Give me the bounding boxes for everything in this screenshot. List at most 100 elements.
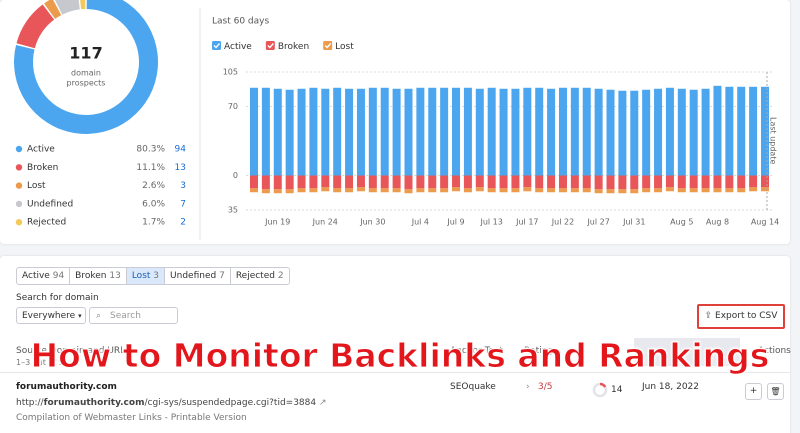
x-tick-label: Jun 19 bbox=[264, 218, 290, 227]
bar-segment bbox=[630, 175, 639, 190]
overview-charts: Active 80.3% 94 Broken 11.1% 13 Lost 2.6% 3 Undef… bbox=[14, 0, 779, 240]
x-tick-label: Aug 14 bbox=[751, 218, 779, 227]
bar-segment bbox=[250, 188, 258, 193]
legend-name: Rejected bbox=[27, 218, 66, 228]
bar-segment bbox=[654, 175, 663, 189]
tab-count: 2 bbox=[277, 271, 284, 281]
bar-segment bbox=[618, 175, 627, 190]
bar-segment bbox=[713, 85, 722, 176]
legend-count: 3 bbox=[180, 181, 186, 191]
bar-segment bbox=[416, 87, 425, 176]
bar-segment bbox=[404, 88, 413, 176]
bar-segment bbox=[701, 188, 710, 193]
bar-segment bbox=[523, 187, 532, 192]
header-rating: Rating bbox=[524, 346, 554, 356]
bar-segment bbox=[416, 188, 425, 193]
bar-segment bbox=[440, 175, 449, 189]
bar-segment bbox=[582, 188, 591, 193]
row-domain[interactable]: forumauthority.com bbox=[16, 382, 117, 392]
bar-segment bbox=[392, 175, 401, 189]
bar-segment bbox=[440, 87, 449, 176]
bar-segment bbox=[713, 175, 722, 189]
bar-segment bbox=[582, 87, 591, 176]
status-tab[interactable]: Undefined 7 bbox=[165, 268, 231, 284]
bar-segment bbox=[273, 189, 282, 194]
score-ring bbox=[592, 382, 608, 398]
legend-percent: 80.3% bbox=[136, 145, 165, 155]
legend-name: Active bbox=[27, 145, 55, 155]
status-tab[interactable]: Rejected 2 bbox=[231, 268, 289, 284]
x-tick-label: Jul 9 bbox=[446, 218, 464, 227]
header-actions: Actions bbox=[758, 346, 791, 356]
search-icon: ⌕ bbox=[96, 311, 102, 321]
bar-segment bbox=[416, 175, 425, 189]
bar-segment bbox=[582, 175, 591, 189]
bar-segment bbox=[333, 87, 342, 176]
status-tab[interactable]: Broken 13 bbox=[70, 268, 127, 284]
bar-segment bbox=[570, 188, 579, 193]
row-date: Jun 18, 2022 bbox=[642, 382, 700, 392]
bar-segment bbox=[499, 188, 508, 193]
bar-segment bbox=[463, 188, 472, 193]
bar-segment bbox=[452, 175, 461, 188]
legend-dot bbox=[15, 182, 23, 189]
bar-segment bbox=[725, 188, 734, 193]
bar-segment bbox=[558, 175, 567, 189]
tab-count: 94 bbox=[52, 271, 65, 281]
status-tab[interactable]: Lost 3 bbox=[126, 268, 166, 284]
bar-segment bbox=[404, 175, 413, 190]
delete-button[interactable]: 🗑 bbox=[767, 383, 784, 400]
rating-chevron[interactable]: › bbox=[526, 382, 530, 392]
bar-segment bbox=[297, 188, 306, 193]
bar-segment bbox=[535, 175, 544, 189]
bar-segment bbox=[511, 188, 520, 193]
bar-segment bbox=[499, 88, 508, 176]
bar-segment bbox=[594, 189, 603, 194]
scope-select[interactable]: Everywhere ▾ bbox=[16, 307, 86, 324]
row-score: 14 bbox=[611, 385, 623, 395]
legend-count: 13 bbox=[175, 163, 186, 173]
bar-segment bbox=[345, 175, 354, 189]
url-domain: forumauthority.com bbox=[43, 398, 145, 408]
legend-name: Undefined bbox=[27, 199, 73, 209]
bar-segment bbox=[380, 87, 389, 176]
bar-segment bbox=[761, 175, 769, 188]
bar-segment bbox=[761, 187, 769, 192]
bar-segment bbox=[261, 189, 270, 194]
row-url[interactable]: http://forumauthority.com/cgi-sys/suspen… bbox=[16, 398, 327, 408]
tab-name: Lost bbox=[131, 271, 151, 281]
legend-dot bbox=[15, 200, 23, 208]
bar-segment bbox=[309, 87, 318, 176]
bar-segment bbox=[654, 188, 663, 193]
bar-segment bbox=[713, 188, 722, 193]
legend-checkbox bbox=[323, 41, 333, 50]
search-input[interactable]: ⌕ Search bbox=[89, 307, 178, 324]
bar-segment bbox=[475, 175, 484, 188]
status-tab[interactable]: Active 94 bbox=[17, 268, 71, 284]
row-rating: 3/5 bbox=[538, 382, 553, 392]
bar-segment bbox=[475, 88, 484, 176]
row-anchor: SEOquake bbox=[450, 382, 496, 392]
donut-caption: domain bbox=[71, 69, 101, 78]
bar-segment bbox=[333, 175, 342, 189]
x-tick-label: Aug 8 bbox=[706, 218, 729, 227]
bar-segment bbox=[440, 188, 449, 193]
bar-segment bbox=[689, 175, 698, 189]
x-tick-label: Jul 22 bbox=[551, 218, 574, 227]
bar-segment bbox=[499, 175, 508, 189]
bar-segment bbox=[547, 175, 556, 189]
bar-segment bbox=[475, 187, 484, 192]
bar-segment bbox=[701, 88, 710, 176]
export-button[interactable]: ⇪ Export to CSV bbox=[697, 304, 785, 329]
legend-check bbox=[213, 43, 221, 49]
add-button[interactable]: + bbox=[745, 383, 762, 400]
bar-segment bbox=[487, 188, 496, 193]
legend-percent: 6.0% bbox=[142, 199, 165, 209]
bar-segment bbox=[558, 188, 567, 193]
bar-segment bbox=[618, 90, 627, 176]
bar-segment bbox=[737, 175, 746, 189]
bar-segment bbox=[677, 88, 686, 176]
bar-segment bbox=[333, 188, 342, 193]
x-tick-label: Jul 13 bbox=[479, 218, 502, 227]
